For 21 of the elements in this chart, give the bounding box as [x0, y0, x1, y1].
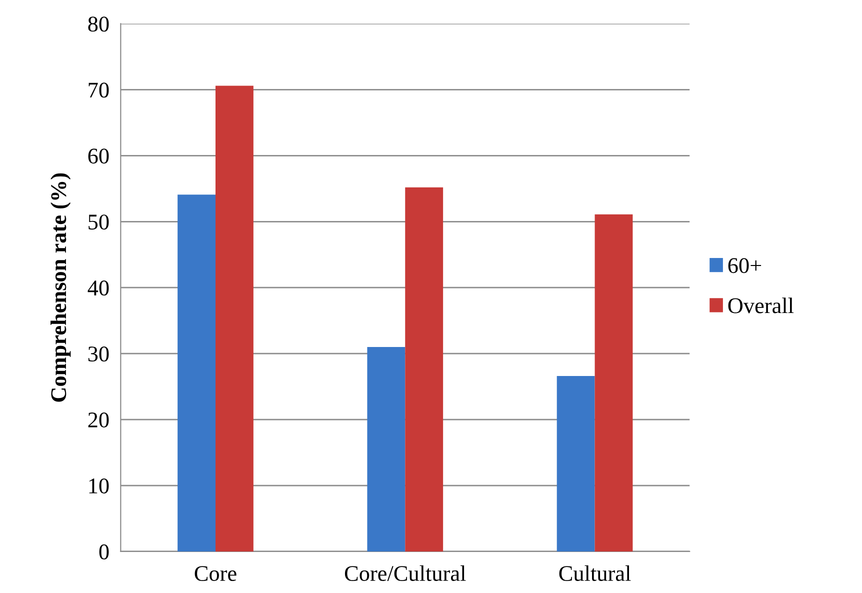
bar — [556, 376, 595, 552]
y-tick-label: 20 — [88, 412, 109, 428]
bar — [594, 214, 633, 552]
y-tick-label: 60 — [88, 148, 109, 164]
x-tick-label: Cultural — [559, 565, 631, 582]
legend-label: Overall — [728, 298, 794, 314]
bar — [405, 187, 444, 552]
y-axis-title: Comprehenson rate (%) — [50, 173, 71, 402]
y-tick-label: 50 — [88, 214, 109, 230]
y-tick-label: 80 — [88, 16, 109, 32]
x-tick-label: Core — [194, 566, 236, 582]
bar — [178, 194, 216, 552]
y-tick-label: 0 — [99, 544, 109, 560]
bar — [367, 346, 406, 552]
legend-label: 60+ — [728, 258, 762, 274]
x-tick-label: Core/Cultural — [344, 565, 466, 582]
y-tick-label: 10 — [89, 478, 109, 494]
y-tick-label: 40 — [88, 280, 109, 296]
bar — [216, 86, 254, 552]
y-tick-label: 30 — [88, 346, 109, 362]
y-tick-label: 70 — [88, 82, 109, 98]
